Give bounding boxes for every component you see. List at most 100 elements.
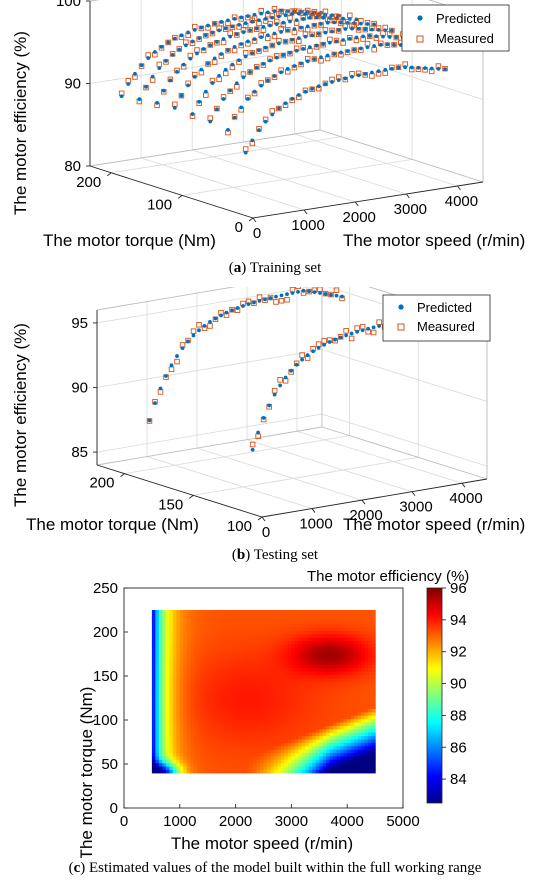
- heatmap-cell: [305, 664, 310, 669]
- chart-b-predicted-point: [230, 308, 234, 313]
- chart-a-predicted-point: [237, 58, 241, 63]
- heatmap-cell: [155, 620, 160, 625]
- heatmap-cell: [343, 613, 348, 618]
- heatmap-cell: [211, 711, 216, 716]
- heatmap-cell: [263, 752, 268, 757]
- heatmap-cell: [214, 654, 219, 659]
- heatmap-cell: [235, 742, 240, 747]
- heatmap-cell: [326, 718, 331, 723]
- heatmap-cell: [172, 677, 177, 682]
- heatmap-cell: [218, 762, 223, 767]
- heatmap-cell: [350, 725, 355, 730]
- heatmap-cell: [204, 640, 209, 645]
- heatmap-cell: [340, 610, 345, 614]
- heatmap-cell: [333, 660, 338, 665]
- heatmap-cell: [319, 664, 324, 669]
- heatmap-cell: [242, 738, 247, 743]
- heatmap-cell: [197, 657, 202, 662]
- heatmap-cell: [364, 691, 369, 696]
- heatmap-cell: [225, 738, 230, 743]
- heatmap-cell: [361, 718, 366, 723]
- heatmap-cell: [151, 694, 156, 699]
- heatmap-cell: [301, 620, 306, 625]
- heatmap-cell: [197, 749, 202, 754]
- heatmap-cell: [207, 633, 212, 638]
- heatmap-cell: [186, 637, 191, 642]
- heatmap-cell: [260, 654, 265, 659]
- heatmap-cell: [329, 742, 334, 747]
- heatmap-cell: [197, 637, 202, 642]
- heatmap-cell: [294, 681, 299, 686]
- heatmap-cell: [183, 762, 188, 767]
- heatmap-cell: [179, 637, 184, 642]
- heatmap-cell: [347, 671, 352, 676]
- heatmap-cell: [364, 674, 369, 679]
- heatmap-cell: [333, 654, 338, 659]
- heatmap-cell: [312, 745, 317, 750]
- heatmap-cell: [326, 637, 331, 642]
- heatmap-cell: [273, 630, 279, 635]
- heatmap-cell: [326, 610, 331, 614]
- heatmap-cell: [221, 623, 226, 628]
- heatmap-cell: [172, 752, 177, 757]
- heatmap-cell: [340, 742, 345, 747]
- heatmap-cell: [176, 711, 181, 716]
- heatmap-cell: [179, 769, 184, 774]
- heatmap-cell: [315, 633, 320, 638]
- heatmap-cell: [322, 647, 327, 652]
- heatmap-cell: [176, 616, 181, 621]
- heatmap-cell: [221, 728, 226, 733]
- heatmap-cell: [211, 688, 216, 692]
- heatmap-cell: [301, 691, 306, 696]
- heatmap-cell: [179, 677, 184, 682]
- heatmap-cell: [350, 732, 355, 737]
- heatmap-cell: [204, 633, 209, 638]
- heatmap-cell: [228, 732, 233, 737]
- heatmap-cell: [246, 684, 251, 689]
- heatmap-cell: [242, 769, 247, 774]
- chart-b-predicted-point: [300, 357, 305, 362]
- heatmap-cell: [176, 738, 181, 743]
- chart-b-predicted-point: [344, 333, 349, 338]
- heatmap-cell: [249, 643, 254, 648]
- heatmap-cell: [357, 752, 362, 757]
- chart-b-predicted-point: [322, 342, 327, 347]
- heatmap-cell: [253, 715, 258, 720]
- heatmap-cell: [308, 616, 313, 621]
- heatmap-cell: [169, 647, 174, 652]
- heatmap-cell: [246, 681, 251, 686]
- heatmap-cell: [343, 626, 348, 631]
- heatmap-cell: [155, 674, 160, 679]
- heatmap-cell: [315, 640, 320, 645]
- heatmap-cell: [260, 664, 265, 669]
- heatmap-cell: [340, 738, 345, 743]
- chart-a-predicted-point: [292, 64, 297, 68]
- heatmap-cell: [225, 708, 230, 713]
- heatmap-cell: [301, 616, 306, 621]
- heatmap-cell: [308, 610, 313, 614]
- heatmap-cell: [172, 610, 177, 614]
- heatmap-cell: [368, 613, 373, 618]
- heatmap-cell: [266, 613, 272, 618]
- heatmap-cell: [165, 643, 170, 648]
- heatmap-cell: [301, 701, 306, 706]
- heatmap-cell: [246, 650, 251, 655]
- chart-a-zlabel: The motor efficiency (%): [11, 31, 30, 215]
- heatmap-cell: [277, 633, 282, 638]
- heatmap-cell: [322, 728, 327, 733]
- heatmap-cell: [347, 742, 352, 747]
- heatmap-cell: [319, 759, 324, 764]
- chart-c-y-tick-label: 50: [101, 756, 118, 773]
- heatmap-cell: [280, 630, 286, 635]
- heatmap-cell: [246, 721, 251, 726]
- heatmap-cell: [165, 650, 170, 655]
- heatmap-cell: [371, 688, 376, 692]
- chart-a-predicted-point: [192, 74, 197, 79]
- heatmap-cell: [333, 650, 338, 655]
- heatmap-cell: [354, 674, 359, 679]
- heatmap-cell: [155, 633, 160, 638]
- heatmap-cell: [343, 711, 348, 716]
- heatmap-cell: [235, 691, 240, 696]
- chart-a-predicted-point: [190, 39, 195, 44]
- chart-b-predicted-point: [329, 292, 333, 297]
